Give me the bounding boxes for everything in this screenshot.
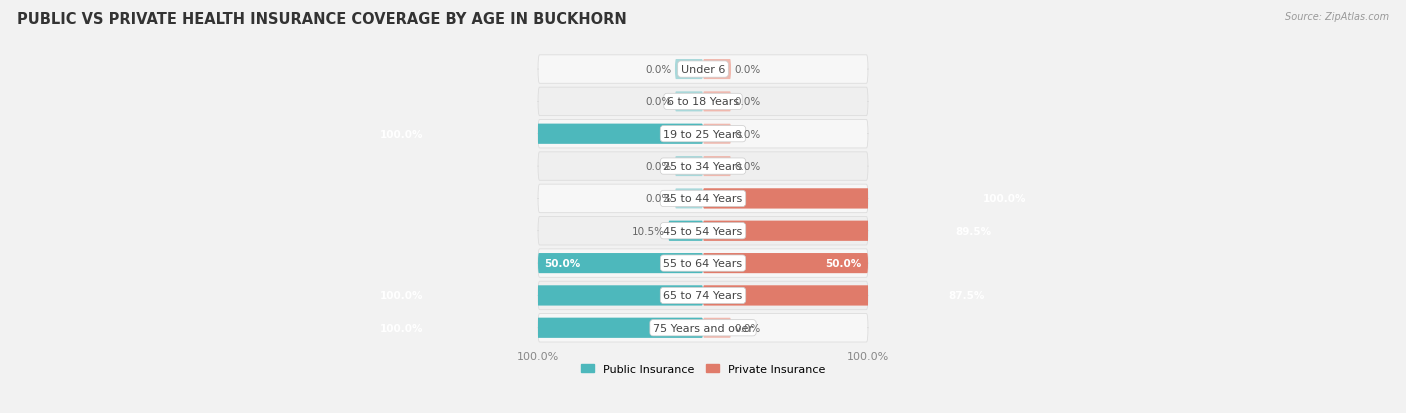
Text: PUBLIC VS PRIVATE HEALTH INSURANCE COVERAGE BY AGE IN BUCKHORN: PUBLIC VS PRIVATE HEALTH INSURANCE COVER… bbox=[17, 12, 627, 27]
FancyBboxPatch shape bbox=[668, 221, 703, 241]
FancyBboxPatch shape bbox=[373, 124, 703, 145]
Text: 0.0%: 0.0% bbox=[734, 97, 761, 107]
Text: 45 to 54 Years: 45 to 54 Years bbox=[664, 226, 742, 236]
Text: 0.0%: 0.0% bbox=[734, 323, 761, 333]
Text: 100.0%: 100.0% bbox=[380, 323, 423, 333]
Text: 100.0%: 100.0% bbox=[380, 129, 423, 140]
FancyBboxPatch shape bbox=[538, 120, 868, 149]
Text: 50.0%: 50.0% bbox=[825, 259, 862, 268]
FancyBboxPatch shape bbox=[538, 254, 703, 273]
Text: 89.5%: 89.5% bbox=[956, 226, 991, 236]
Text: 10.5%: 10.5% bbox=[633, 226, 665, 236]
Text: 0.0%: 0.0% bbox=[734, 129, 761, 140]
FancyBboxPatch shape bbox=[538, 152, 868, 181]
FancyBboxPatch shape bbox=[703, 60, 731, 80]
Text: 19 to 25 Years: 19 to 25 Years bbox=[664, 129, 742, 140]
FancyBboxPatch shape bbox=[373, 124, 703, 145]
FancyBboxPatch shape bbox=[538, 282, 868, 310]
Text: 0.0%: 0.0% bbox=[645, 65, 672, 75]
FancyBboxPatch shape bbox=[703, 221, 998, 241]
FancyBboxPatch shape bbox=[703, 92, 731, 112]
Text: 0.0%: 0.0% bbox=[645, 97, 672, 107]
Text: 55 to 64 Years: 55 to 64 Years bbox=[664, 259, 742, 268]
FancyBboxPatch shape bbox=[668, 221, 703, 241]
FancyBboxPatch shape bbox=[373, 286, 703, 306]
FancyBboxPatch shape bbox=[703, 254, 868, 273]
Text: 50.0%: 50.0% bbox=[544, 259, 581, 268]
Text: 35 to 44 Years: 35 to 44 Years bbox=[664, 194, 742, 204]
FancyBboxPatch shape bbox=[373, 286, 703, 306]
Text: 6 to 18 Years: 6 to 18 Years bbox=[666, 97, 740, 107]
Text: 65 to 74 Years: 65 to 74 Years bbox=[664, 291, 742, 301]
Text: 25 to 34 Years: 25 to 34 Years bbox=[664, 161, 742, 172]
Text: 100.0%: 100.0% bbox=[380, 291, 423, 301]
FancyBboxPatch shape bbox=[373, 318, 703, 338]
Text: 0.0%: 0.0% bbox=[645, 194, 672, 204]
FancyBboxPatch shape bbox=[538, 185, 868, 213]
FancyBboxPatch shape bbox=[703, 286, 991, 306]
Text: Source: ZipAtlas.com: Source: ZipAtlas.com bbox=[1285, 12, 1389, 22]
FancyBboxPatch shape bbox=[675, 189, 703, 209]
FancyBboxPatch shape bbox=[703, 286, 991, 306]
FancyBboxPatch shape bbox=[373, 318, 703, 338]
FancyBboxPatch shape bbox=[703, 318, 731, 338]
FancyBboxPatch shape bbox=[703, 189, 1033, 209]
FancyBboxPatch shape bbox=[703, 221, 998, 241]
Text: Under 6: Under 6 bbox=[681, 65, 725, 75]
FancyBboxPatch shape bbox=[538, 314, 868, 342]
Text: 0.0%: 0.0% bbox=[645, 161, 672, 172]
Legend: Public Insurance, Private Insurance: Public Insurance, Private Insurance bbox=[576, 359, 830, 378]
Text: 100.0%: 100.0% bbox=[983, 194, 1026, 204]
FancyBboxPatch shape bbox=[538, 217, 868, 245]
FancyBboxPatch shape bbox=[538, 56, 868, 84]
FancyBboxPatch shape bbox=[675, 92, 703, 112]
FancyBboxPatch shape bbox=[703, 189, 1033, 209]
FancyBboxPatch shape bbox=[538, 254, 703, 273]
FancyBboxPatch shape bbox=[538, 88, 868, 116]
FancyBboxPatch shape bbox=[703, 124, 731, 145]
FancyBboxPatch shape bbox=[675, 157, 703, 177]
FancyBboxPatch shape bbox=[703, 157, 731, 177]
Text: 0.0%: 0.0% bbox=[734, 65, 761, 75]
FancyBboxPatch shape bbox=[703, 254, 868, 273]
Text: 75 Years and over: 75 Years and over bbox=[652, 323, 754, 333]
Text: 87.5%: 87.5% bbox=[949, 291, 986, 301]
FancyBboxPatch shape bbox=[675, 60, 703, 80]
FancyBboxPatch shape bbox=[538, 249, 868, 278]
Text: 0.0%: 0.0% bbox=[734, 161, 761, 172]
